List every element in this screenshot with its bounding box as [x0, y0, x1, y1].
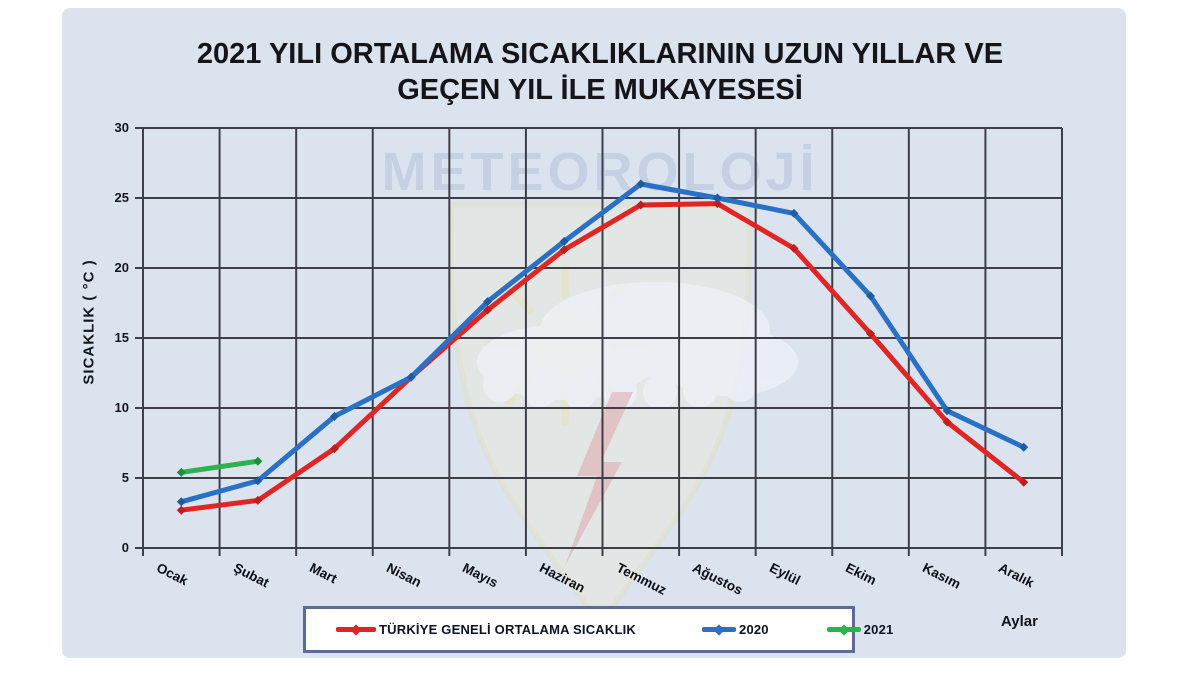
chart-title-line1: 2021 YILI ORTALAMA SICAKLIKLARININ UZUN …: [196, 38, 1004, 70]
legend-item: 2020: [702, 622, 769, 637]
watermark-cloud: [477, 282, 798, 409]
watermark-sun: [531, 311, 599, 379]
y-tick-label: 30: [114, 120, 129, 135]
legend-item: TÜRKİYE GENELİ ORTALAMA SICAKLIK: [336, 622, 636, 637]
data-series: [176, 179, 1029, 515]
legend-label: 2020: [739, 622, 769, 637]
legend-label: 2021: [863, 622, 894, 637]
gridlines: [135, 127, 1063, 556]
legend-line-swatch: [826, 623, 861, 636]
legend-item: 2021: [826, 622, 894, 637]
chart-title-line2: GEÇEN YIL İLE MUKAYESESİ: [397, 74, 803, 106]
x-axis-label: Aylar: [1001, 613, 1038, 630]
y-tick-label: 20: [114, 260, 129, 275]
legend-marker-icon: [838, 623, 850, 636]
y-tick-label: 25: [114, 190, 129, 205]
legend-box: TÜRKİYE GENELİ ORTALAMA SICAKLIK 2020 2021: [303, 606, 893, 653]
meteorology-watermark: METEOROLOJİ: [381, 142, 818, 632]
y-axis-title: SICAKLIK ( °C ): [80, 259, 98, 385]
legend-line-swatch: [336, 623, 376, 636]
y-tick-label: 15: [114, 330, 129, 345]
y-tick-label: 0: [121, 540, 129, 555]
legend-marker-icon: [713, 623, 725, 636]
legend-label: TÜRKİYE GENELİ ORTALAMA SICAKLIK: [379, 622, 637, 637]
legend-line-swatch: [702, 623, 737, 636]
chart-panel: [62, 8, 1126, 658]
y-tick-label: 5: [121, 470, 129, 485]
y-tick-label: 10: [114, 400, 129, 415]
legend-marker-icon: [350, 623, 362, 636]
watermark-text: METEOROLOJİ: [381, 142, 818, 202]
